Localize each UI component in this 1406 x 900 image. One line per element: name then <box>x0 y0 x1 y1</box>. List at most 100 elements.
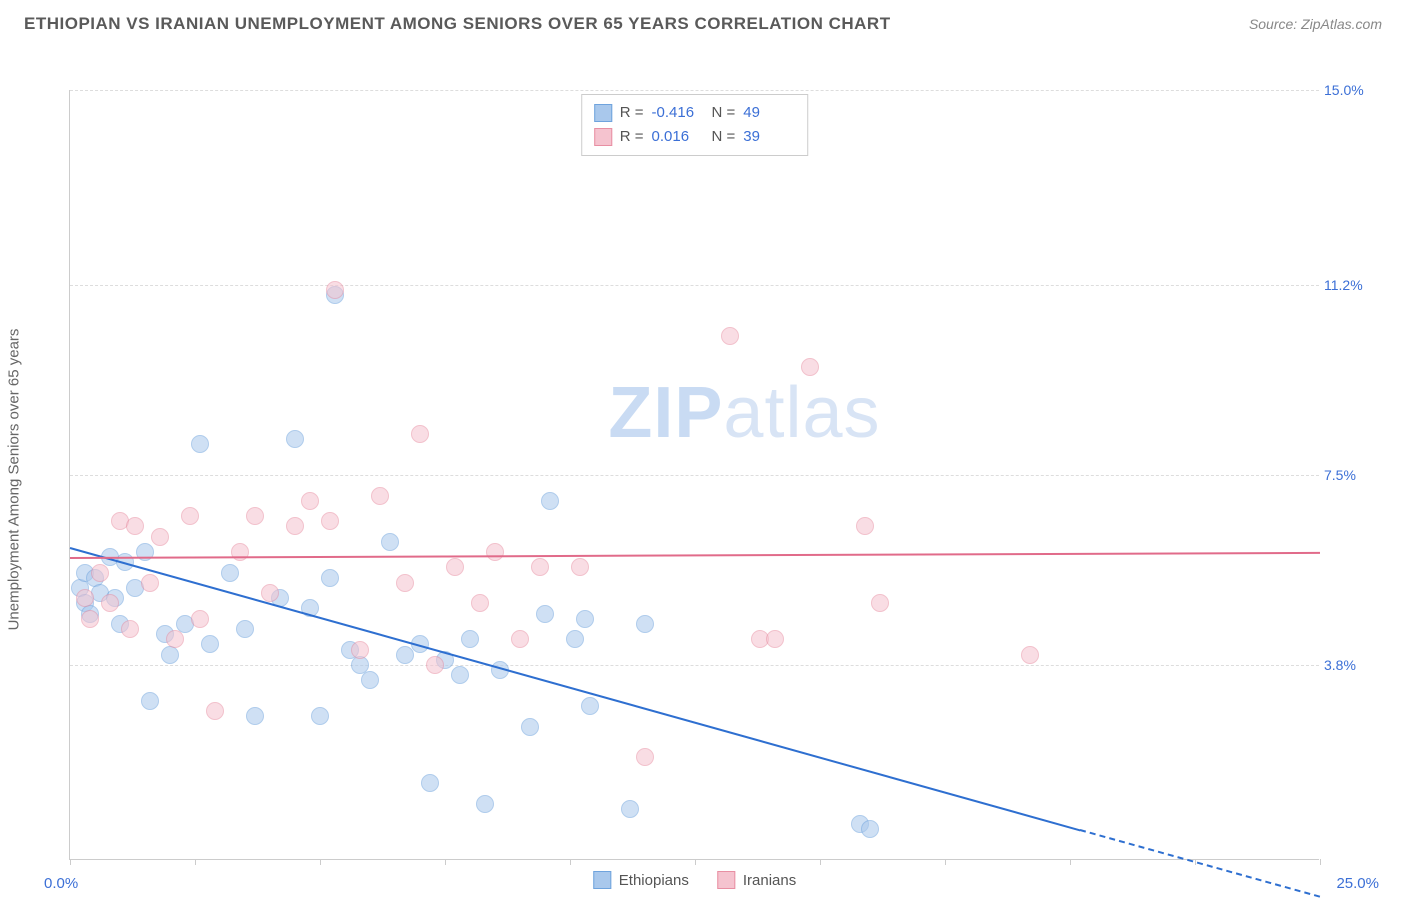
data-point <box>571 558 589 576</box>
series-swatch <box>594 104 612 122</box>
data-point <box>486 543 504 561</box>
data-point <box>856 517 874 535</box>
data-point <box>246 707 264 725</box>
source-label: Source: ZipAtlas.com <box>1249 16 1382 32</box>
data-point <box>531 558 549 576</box>
gridline <box>70 285 1319 286</box>
plot-area: ZIPatlas3.8%7.5%11.2%15.0%R =-0.416N =49… <box>69 90 1319 860</box>
series-swatch <box>594 128 612 146</box>
data-point <box>236 620 254 638</box>
gridline <box>70 665 1319 666</box>
x-tick <box>820 859 821 865</box>
stat-r-value: 0.016 <box>652 125 704 149</box>
stat-r-value: -0.416 <box>652 101 704 125</box>
stat-r-label: R = <box>620 125 644 149</box>
x-tick <box>570 859 571 865</box>
x-tick <box>195 859 196 865</box>
legend: Ethiopians Iranians <box>593 871 796 889</box>
data-point <box>101 594 119 612</box>
data-point <box>576 610 594 628</box>
data-point <box>451 666 469 684</box>
data-point <box>161 646 179 664</box>
x-tick <box>695 859 696 865</box>
data-point <box>286 517 304 535</box>
x-axis-min-label: 0.0% <box>44 875 78 892</box>
legend-label: Iranians <box>743 872 796 889</box>
stat-r-label: R = <box>620 101 644 125</box>
data-point <box>141 692 159 710</box>
data-point <box>566 630 584 648</box>
x-tick <box>70 859 71 865</box>
data-point <box>351 641 369 659</box>
data-point <box>521 718 539 736</box>
x-tick <box>945 859 946 865</box>
x-tick <box>1320 859 1321 865</box>
data-point <box>371 487 389 505</box>
data-point <box>1021 646 1039 664</box>
watermark: ZIPatlas <box>608 372 880 454</box>
data-point <box>871 594 889 612</box>
data-point <box>181 507 199 525</box>
stat-n-value: 49 <box>743 101 795 125</box>
y-tick-label: 11.2% <box>1324 277 1379 293</box>
legend-item: Iranians <box>717 871 796 889</box>
data-point <box>326 281 344 299</box>
data-point <box>141 574 159 592</box>
stats-row: R = -0.416 N = 49 <box>594 101 796 125</box>
y-axis-label: Unemployment Among Seniors over 65 years <box>6 329 23 631</box>
legend-swatch <box>717 871 735 889</box>
data-point <box>396 574 414 592</box>
x-tick <box>1070 859 1071 865</box>
trend-line <box>70 547 1081 831</box>
data-point <box>286 430 304 448</box>
data-point <box>476 795 494 813</box>
data-point <box>511 630 529 648</box>
data-point <box>311 707 329 725</box>
data-point <box>461 630 479 648</box>
data-point <box>206 702 224 720</box>
chart-header: ETHIOPIAN VS IRANIAN UNEMPLOYMENT AMONG … <box>0 0 1406 42</box>
data-point <box>191 435 209 453</box>
data-point <box>321 512 339 530</box>
trend-line-dashed <box>1080 829 1321 898</box>
data-point <box>446 558 464 576</box>
data-point <box>76 589 94 607</box>
data-point <box>201 635 219 653</box>
data-point <box>381 533 399 551</box>
x-axis-max-label: 25.0% <box>1336 875 1379 892</box>
legend-swatch <box>593 871 611 889</box>
chart-title: ETHIOPIAN VS IRANIAN UNEMPLOYMENT AMONG … <box>24 14 891 34</box>
data-point <box>411 425 429 443</box>
data-point <box>621 800 639 818</box>
data-point <box>471 594 489 612</box>
stat-n-value: 39 <box>743 125 795 149</box>
data-point <box>636 748 654 766</box>
data-point <box>121 620 139 638</box>
stats-row: R = 0.016 N = 39 <box>594 125 796 149</box>
stat-n-label: N = <box>712 125 736 149</box>
data-point <box>581 697 599 715</box>
x-tick <box>445 859 446 865</box>
data-point <box>321 569 339 587</box>
stats-box: R = -0.416 N = 49 R = 0.016 N = 39 <box>581 94 809 156</box>
stat-n-label: N = <box>712 101 736 125</box>
data-point <box>426 656 444 674</box>
y-tick-label: 15.0% <box>1324 82 1379 98</box>
data-point <box>246 507 264 525</box>
data-point <box>766 630 784 648</box>
data-point <box>261 584 279 602</box>
data-point <box>636 615 654 633</box>
data-point <box>421 774 439 792</box>
x-tick <box>320 859 321 865</box>
data-point <box>221 564 239 582</box>
legend-label: Ethiopians <box>619 872 689 889</box>
data-point <box>861 820 879 838</box>
data-point <box>191 610 209 628</box>
data-point <box>721 327 739 345</box>
data-point <box>801 358 819 376</box>
data-point <box>166 630 184 648</box>
y-tick-label: 3.8% <box>1324 657 1379 673</box>
data-point <box>541 492 559 510</box>
gridline <box>70 90 1319 91</box>
data-point <box>536 605 554 623</box>
